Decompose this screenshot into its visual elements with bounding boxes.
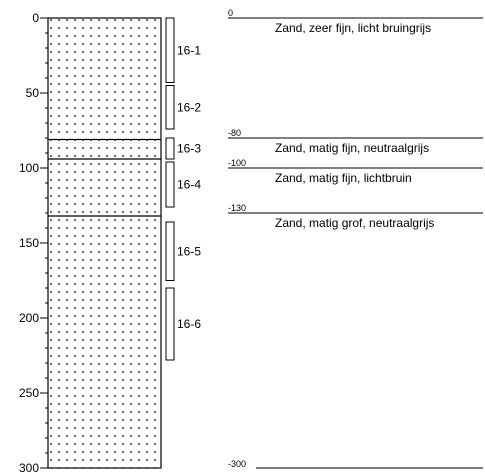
lithology-column — [47, 17, 162, 469]
layer-top-depth: -130 — [228, 203, 246, 213]
depth-axis: 0 50 100 150 200 250 300 — [19, 11, 49, 475]
depth-tick-label: 50 — [26, 86, 40, 100]
layer-descriptions: 0 Zand, zeer fijn, licht bruingrijs -80 Zan… — [228, 8, 483, 469]
sample-label: 16-6 — [177, 317, 201, 331]
depth-tick-label: 200 — [19, 311, 39, 325]
depth-tick-label: 0 — [32, 11, 39, 25]
depth-tick-label: 150 — [19, 236, 39, 250]
sample-label: 16-5 — [177, 244, 201, 258]
layer-top-depth: 0 — [228, 8, 233, 18]
sample-bracket — [165, 221, 175, 281]
base-depth-label: -300 — [228, 459, 246, 469]
sample-label: 16-1 — [177, 43, 201, 57]
sample-bracket — [165, 17, 175, 83]
sample-intervals: 16-1 16-2 16-3 16-4 16-5 16-6 — [165, 17, 201, 361]
depth-tick-label: 300 — [19, 461, 39, 475]
sample-label: 16-4 — [177, 178, 201, 192]
layer-description: Zand, matig fijn, lichtbruin — [275, 171, 412, 185]
layer-top-depth: -100 — [228, 158, 246, 168]
sample-bracket — [165, 137, 175, 160]
layer-description: Zand, zeer fijn, licht bruingrijs — [275, 21, 431, 35]
sample-bracket — [165, 287, 175, 361]
layer-top-depth: -80 — [228, 128, 241, 138]
sample-bracket — [165, 161, 175, 208]
sample-label: 16-3 — [177, 142, 201, 156]
depth-tick-label: 100 — [19, 161, 39, 175]
layer-description: Zand, matig grof, neutraalgrijs — [275, 216, 434, 230]
sample-label: 16-2 — [177, 100, 201, 114]
depth-tick-label: 250 — [19, 386, 39, 400]
sample-bracket — [165, 85, 175, 130]
column-fill — [47, 17, 162, 469]
layer-description: Zand, matig fijn, neutraalgrijs — [275, 141, 429, 155]
